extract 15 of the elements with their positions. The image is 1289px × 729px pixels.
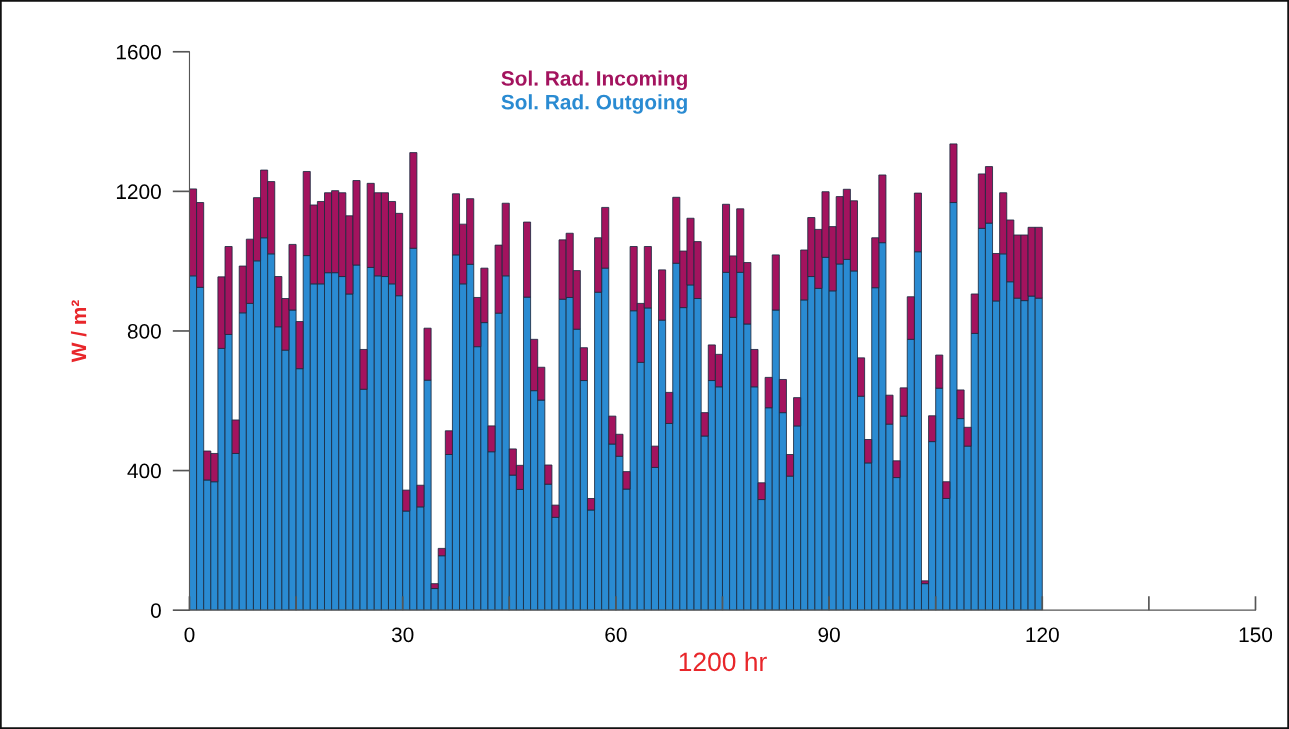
y-tick-label: 0 (150, 603, 161, 618)
text: Sol. Rad. Incoming (501, 70, 687, 91)
text: Sol. Rad. Outgoing (501, 94, 687, 114)
x-tick-label: 0 (184, 627, 195, 643)
y-axis-title: W / m² (70, 300, 87, 363)
y-tick-label: 800 (127, 323, 161, 339)
x-tick-label: 120 (1026, 627, 1059, 643)
y-tick-label: 1600 (116, 44, 161, 60)
x-tick-label: 30 (391, 627, 414, 643)
x-tick-label: 60 (605, 627, 627, 643)
x-axis-title: 1200 hr (679, 651, 767, 672)
x-tick-label: 90 (818, 627, 840, 643)
y-tick-label: 1200 (116, 184, 161, 200)
y-tick-label: 400 (127, 463, 161, 479)
x-tick-label: 150 (1239, 627, 1273, 643)
